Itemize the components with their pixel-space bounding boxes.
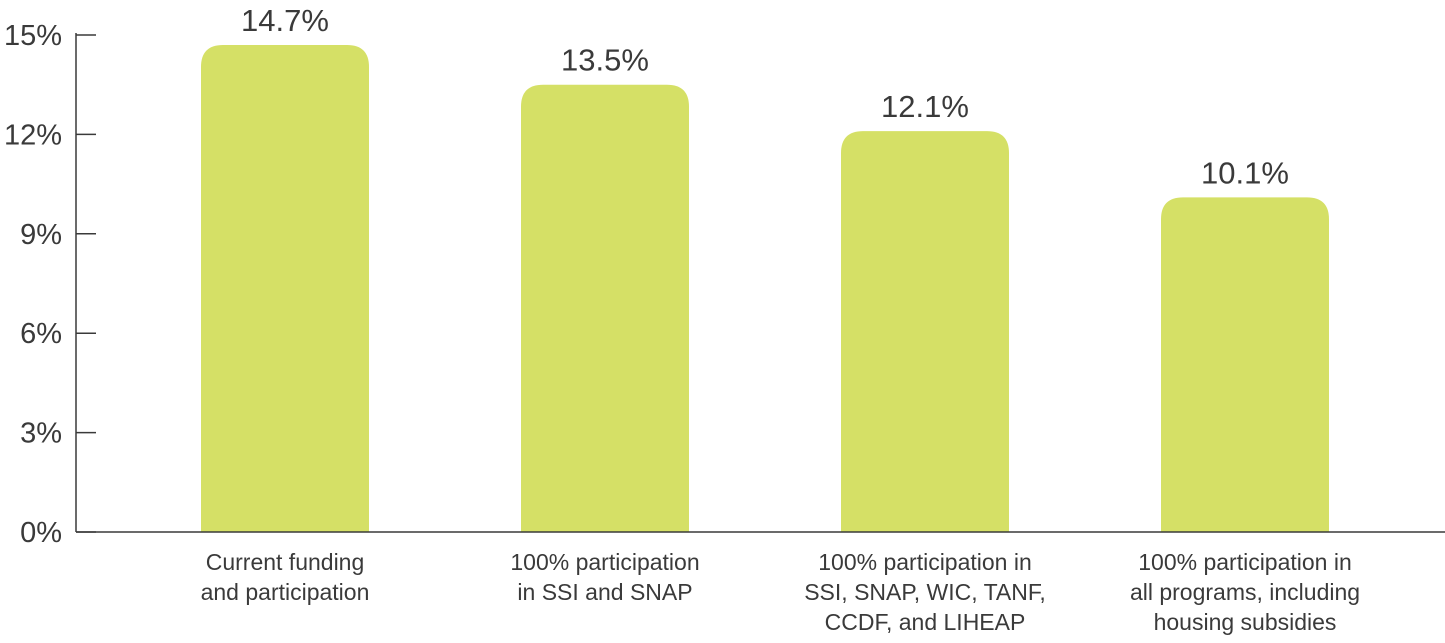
bar	[201, 44, 369, 532]
x-category-label-line: 100% participation in	[818, 549, 1032, 575]
y-tick-label: 0%	[20, 517, 62, 549]
bar-value-label: 14.7%	[241, 3, 329, 38]
bar-value-label: 12.1%	[881, 89, 969, 124]
y-tick-label: 3%	[20, 418, 62, 450]
y-tick-label: 9%	[20, 219, 62, 251]
x-category-label-line: in SSI and SNAP	[517, 579, 692, 605]
x-category-label-line: SSI, SNAP, WIC, TANF,	[804, 579, 1046, 605]
x-category-label-line: all programs, including	[1130, 579, 1360, 605]
bar-value-label: 13.5%	[561, 43, 649, 78]
x-category-label-line: CCDF, and LIHEAP	[825, 609, 1026, 635]
x-category-label: Current funding and participation	[201, 549, 370, 605]
x-category-label: 100% participation in SSI and SNAP	[510, 549, 699, 605]
bars	[201, 44, 1329, 532]
bar	[1161, 197, 1329, 532]
value-labels: 14.7% 13.5% 12.1% 10.1%	[241, 3, 1289, 190]
x-category-label-line: housing subsidies	[1154, 609, 1337, 635]
y-tick-label: 6%	[20, 318, 62, 350]
x-category-label: 100% participation in SSI, SNAP, WIC, TAN…	[804, 549, 1046, 635]
y-tick-label: 15%	[4, 20, 62, 52]
category-labels: Current funding and participation 100% par…	[201, 549, 1360, 635]
x-category-label: 100% participation in all programs, inclu…	[1130, 549, 1360, 635]
y-tick-label: 12%	[4, 119, 62, 151]
x-category-label-line: Current funding	[206, 549, 365, 575]
x-category-label-line: 100% participation in	[1138, 549, 1352, 575]
x-category-label-line: 100% participation	[510, 549, 699, 575]
bar	[841, 131, 1009, 532]
y-axis: 0% 3% 6% 9% 12% 15%	[4, 20, 96, 549]
x-category-label-line: and participation	[201, 579, 370, 605]
bar-value-label: 10.1%	[1201, 155, 1289, 190]
bar	[521, 84, 689, 532]
